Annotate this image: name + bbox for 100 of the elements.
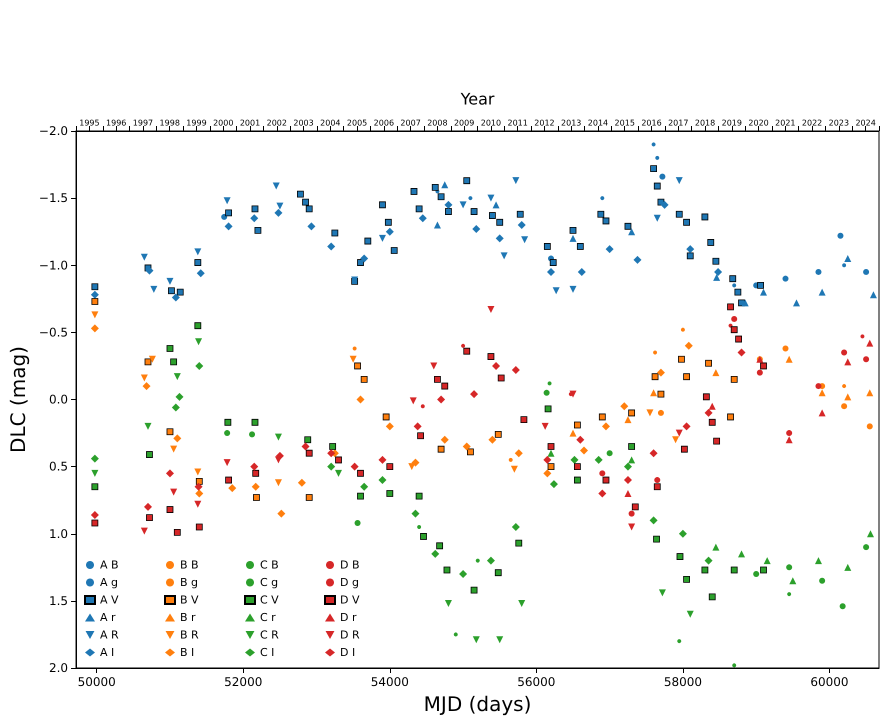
point bbox=[550, 480, 558, 488]
point bbox=[90, 510, 99, 519]
legend-label: B r bbox=[180, 611, 196, 624]
x2-tick-label: 2002 bbox=[266, 118, 287, 128]
legend-label: D I bbox=[340, 646, 356, 659]
point bbox=[731, 316, 738, 322]
point bbox=[543, 469, 552, 478]
legend-label: A R bbox=[100, 628, 120, 642]
point bbox=[686, 252, 694, 260]
point bbox=[444, 200, 452, 209]
point bbox=[624, 416, 632, 424]
point bbox=[445, 208, 452, 215]
point bbox=[91, 298, 98, 305]
x2-tick-label: 2013 bbox=[561, 118, 582, 128]
point bbox=[548, 463, 554, 470]
point bbox=[411, 510, 420, 518]
x-tick-label: 54000 bbox=[370, 675, 409, 689]
point bbox=[578, 268, 586, 276]
x2-tick-label: 1998 bbox=[160, 118, 180, 128]
point bbox=[624, 462, 632, 471]
point bbox=[272, 182, 280, 190]
point bbox=[434, 376, 441, 383]
point bbox=[518, 600, 526, 608]
legend-label: C g bbox=[260, 576, 278, 589]
legend-label: B V bbox=[180, 594, 200, 606]
point bbox=[574, 476, 581, 484]
point bbox=[327, 462, 336, 471]
point bbox=[543, 456, 552, 464]
x2-tick-label: 2020 bbox=[748, 118, 769, 128]
point bbox=[547, 268, 556, 276]
point bbox=[488, 436, 496, 444]
x2-tick-label: 1997 bbox=[132, 118, 154, 128]
point bbox=[730, 566, 738, 574]
legend-label: C V bbox=[260, 594, 280, 606]
point bbox=[297, 190, 304, 198]
point bbox=[520, 416, 528, 424]
point bbox=[660, 200, 669, 209]
point bbox=[580, 446, 588, 455]
point bbox=[170, 446, 178, 453]
point bbox=[91, 283, 98, 290]
point bbox=[570, 286, 576, 293]
point bbox=[714, 268, 722, 276]
point bbox=[146, 514, 153, 522]
point bbox=[91, 311, 98, 318]
point bbox=[786, 436, 793, 444]
point bbox=[576, 436, 584, 444]
point bbox=[498, 374, 505, 382]
point bbox=[863, 268, 870, 275]
point bbox=[512, 523, 520, 532]
point bbox=[653, 350, 658, 355]
point bbox=[252, 418, 258, 426]
point bbox=[304, 436, 312, 444]
point bbox=[544, 243, 551, 250]
point bbox=[166, 428, 174, 436]
y-tick-label: −0.5 bbox=[38, 325, 68, 340]
point bbox=[91, 520, 98, 526]
y-tick-label: 1.0 bbox=[48, 526, 68, 541]
point bbox=[253, 494, 260, 501]
point bbox=[434, 221, 441, 228]
x2-tick-label: 1999 bbox=[186, 118, 207, 128]
x2-tick-label: 2017 bbox=[668, 118, 688, 128]
point bbox=[145, 266, 154, 275]
point bbox=[140, 254, 148, 261]
x-axis-title: MJD (days) bbox=[424, 692, 532, 716]
point bbox=[173, 434, 182, 442]
point bbox=[628, 524, 636, 531]
point bbox=[870, 291, 877, 298]
point bbox=[628, 510, 635, 517]
point bbox=[676, 177, 683, 184]
x-tick-label: 52000 bbox=[224, 675, 262, 689]
point bbox=[684, 342, 693, 350]
point bbox=[594, 456, 603, 464]
point bbox=[686, 610, 694, 618]
point bbox=[815, 268, 822, 275]
point bbox=[508, 458, 513, 462]
point bbox=[600, 196, 604, 200]
point bbox=[757, 282, 764, 289]
point bbox=[274, 208, 282, 217]
point bbox=[350, 356, 357, 363]
point bbox=[459, 570, 468, 578]
point bbox=[624, 222, 632, 230]
point bbox=[386, 490, 394, 497]
point bbox=[712, 369, 720, 376]
point bbox=[250, 214, 258, 222]
point bbox=[844, 255, 852, 262]
point bbox=[410, 188, 418, 195]
point bbox=[707, 239, 714, 246]
point bbox=[454, 632, 458, 636]
point bbox=[224, 222, 233, 230]
point bbox=[463, 177, 470, 184]
point bbox=[628, 228, 636, 236]
point bbox=[166, 345, 174, 352]
point bbox=[672, 436, 680, 444]
point bbox=[170, 488, 178, 496]
point bbox=[837, 232, 844, 239]
point bbox=[486, 556, 495, 565]
point bbox=[866, 389, 874, 396]
point bbox=[650, 449, 658, 458]
point bbox=[680, 446, 688, 453]
point bbox=[438, 446, 444, 453]
